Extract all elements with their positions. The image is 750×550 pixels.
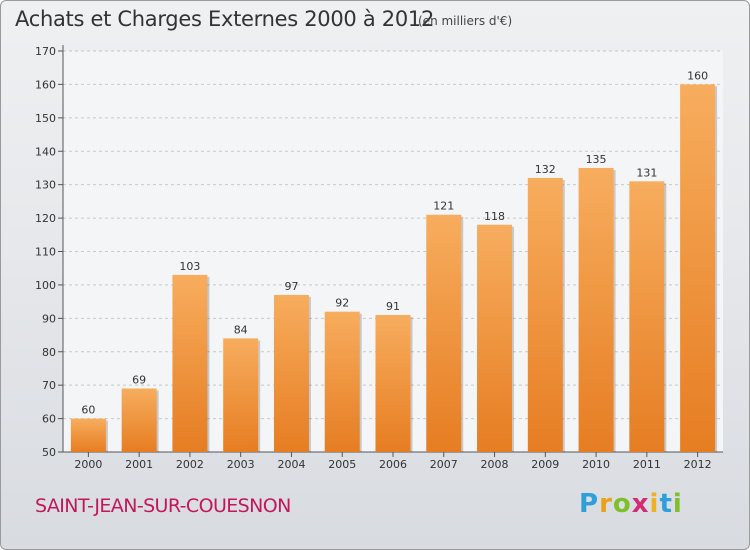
data-label: 160 xyxy=(687,69,708,82)
logo-letter: P xyxy=(579,489,600,519)
data-label: 97 xyxy=(284,280,298,293)
logo-letter: t xyxy=(659,489,673,519)
x-tick-label: 2004 xyxy=(277,458,305,471)
bar xyxy=(172,274,208,452)
x-tick-label: 2009 xyxy=(531,458,559,471)
y-tick-label: 160 xyxy=(35,78,56,91)
y-tick-label: 130 xyxy=(35,179,56,192)
data-label: 131 xyxy=(636,166,657,179)
bar xyxy=(223,338,259,452)
y-tick-label: 60 xyxy=(42,413,56,426)
y-tick-label: 110 xyxy=(35,246,56,259)
data-label: 60 xyxy=(81,404,95,417)
x-tick-label: 2003 xyxy=(227,458,255,471)
x-tick-label: 2002 xyxy=(176,458,204,471)
data-label: 121 xyxy=(433,200,454,213)
y-tick-label: 120 xyxy=(35,212,56,225)
x-tick-label: 2001 xyxy=(125,458,153,471)
chart-title: Achats et Charges Externes 2000 à 2012 xyxy=(15,7,435,31)
x-tick-label: 2006 xyxy=(379,458,407,471)
bar xyxy=(375,314,411,452)
bar xyxy=(324,311,360,452)
data-label: 92 xyxy=(335,297,349,310)
bar xyxy=(477,224,513,452)
logo-letter: i xyxy=(649,489,660,519)
bar xyxy=(70,418,106,452)
y-tick-label: 170 xyxy=(35,45,56,58)
data-label: 69 xyxy=(132,374,146,387)
proxiti-logo: Proxiti xyxy=(579,489,683,519)
logo-letter: i xyxy=(672,489,683,519)
x-tick-label: 2010 xyxy=(582,458,610,471)
data-label: 103 xyxy=(179,260,200,273)
bar xyxy=(121,388,157,452)
y-tick-label: 50 xyxy=(42,446,56,459)
bar xyxy=(680,84,716,453)
bar xyxy=(578,167,614,453)
bar xyxy=(527,177,563,452)
logo-letter: r xyxy=(599,489,613,519)
data-label: 135 xyxy=(586,153,607,166)
x-tick-label: 2012 xyxy=(684,458,712,471)
y-tick-label: 140 xyxy=(35,145,56,158)
x-tick-label: 2000 xyxy=(74,458,102,471)
data-label: 91 xyxy=(386,300,400,313)
chart-subtitle: (en milliers d'€) xyxy=(418,14,513,28)
logo-letter: o xyxy=(612,489,632,519)
data-label: 118 xyxy=(484,210,505,223)
x-tick-label: 2007 xyxy=(430,458,458,471)
logo-letter: x xyxy=(631,489,650,519)
bar xyxy=(426,214,462,452)
data-label: 132 xyxy=(535,163,556,176)
data-label: 84 xyxy=(234,323,248,336)
y-tick-label: 150 xyxy=(35,112,56,125)
y-tick-label: 70 xyxy=(42,379,56,392)
y-tick-label: 80 xyxy=(42,346,56,359)
x-tick-label: 2005 xyxy=(328,458,356,471)
y-tick-label: 100 xyxy=(35,279,56,292)
x-tick-label: 2011 xyxy=(633,458,661,471)
bar xyxy=(273,294,309,452)
x-tick-label: 2008 xyxy=(481,458,509,471)
location-label: SAINT-JEAN-SUR-COUESNON xyxy=(35,495,291,517)
y-tick-label: 90 xyxy=(42,312,56,325)
bar xyxy=(629,181,665,452)
